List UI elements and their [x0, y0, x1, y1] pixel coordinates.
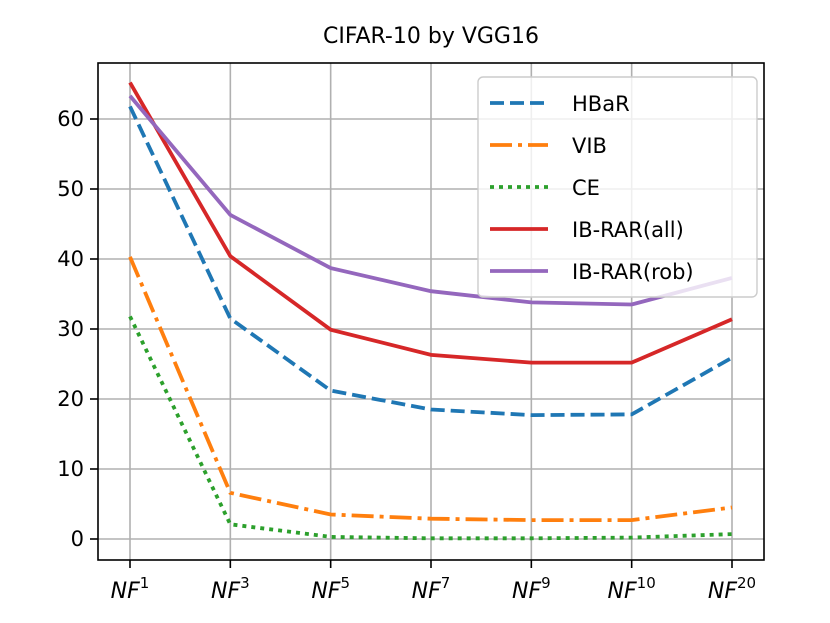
chart-title: CIFAR-10 by VGG16: [323, 24, 539, 49]
legend-label-IB-RAR(rob): IB-RAR(rob): [572, 260, 694, 284]
y-tick-label: 40: [57, 247, 84, 271]
x-tick-label: NF10: [608, 574, 656, 604]
x-tick-label: NF3: [211, 574, 250, 604]
legend: HBaR VIB CE IB-RAR(all) IB-RAR(rob): [477, 76, 758, 298]
legend-box: [477, 76, 758, 298]
series-line-IB-RAR(all): [128, 81, 733, 365]
series-line-CE: [128, 315, 733, 541]
legend-label-IB-RAR(all): IB-RAR(all): [572, 218, 684, 242]
x-axis: NF1 NF3 NF5 NF7 NF9 NF10 NF20: [111, 560, 756, 604]
x-tick-label: NF7: [412, 574, 451, 604]
legend-label-CE: CE: [572, 176, 600, 200]
y-tick-label: 50: [57, 177, 84, 201]
x-tick-label: NF1: [111, 574, 150, 604]
series-lines: [128, 81, 733, 541]
y-tick-label: 60: [57, 107, 84, 131]
legend-label-HBaR: HBaR: [572, 92, 630, 116]
y-tick-label: 0: [71, 527, 84, 551]
series-line-VIB: [128, 256, 733, 522]
legend-label-VIB: VIB: [572, 134, 607, 158]
y-axis: 0 10 20 30 40 50 60: [57, 107, 98, 551]
y-tick-label: 30: [57, 317, 84, 341]
series-line-IB-RAR(rob): [128, 94, 733, 307]
series-line-HBaR: [128, 105, 733, 418]
y-tick-label: 20: [57, 387, 84, 411]
x-tick-label: NF20: [708, 574, 756, 604]
y-tick-label: 10: [57, 457, 84, 481]
x-tick-label: NF5: [311, 574, 350, 604]
x-tick-label: NF9: [512, 574, 551, 604]
